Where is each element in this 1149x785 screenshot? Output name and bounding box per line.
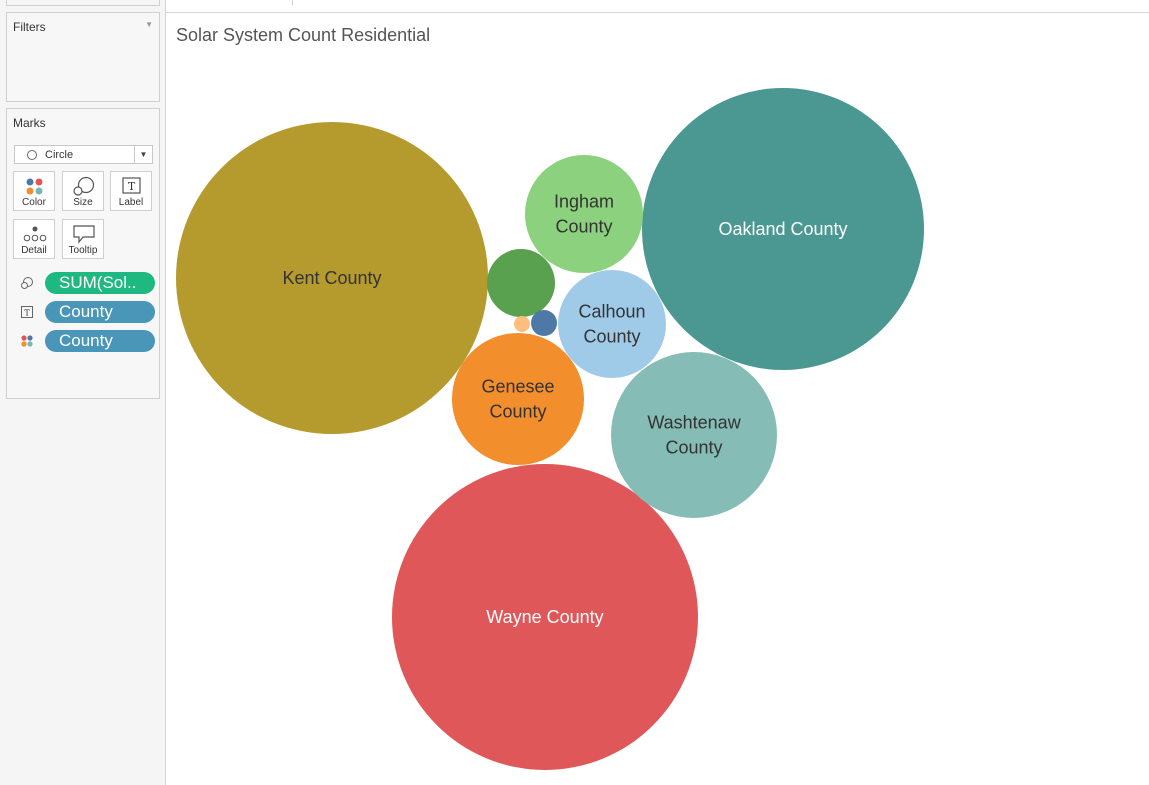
label-button-label: Label xyxy=(118,197,144,208)
bubble-mark[interactable] xyxy=(514,316,530,332)
filters-title: Filters xyxy=(13,20,46,34)
bubble-wayne-county[interactable]: Wayne County xyxy=(392,464,698,770)
color-icon xyxy=(20,334,34,348)
detail-button[interactable]: Detail xyxy=(13,219,55,259)
size-icon xyxy=(20,276,34,290)
tooltip-icon xyxy=(63,224,103,244)
bubble-mark[interactable] xyxy=(642,88,924,370)
circle-mark-icon xyxy=(27,150,37,160)
bubble-genesee-county[interactable]: Genesee County xyxy=(452,333,584,465)
bubble-kent-county[interactable]: Kent County xyxy=(176,122,488,434)
toolbar-strip xyxy=(166,0,1149,13)
bubble-label: Oakland County xyxy=(718,219,847,239)
bubble-chart: Kent County Oakland County Wayne County Was… xyxy=(176,88,924,770)
color-button[interactable]: Color xyxy=(13,171,55,211)
svg-text:T: T xyxy=(128,180,136,193)
bubble-mark[interactable] xyxy=(525,155,643,273)
color-button-label: Color xyxy=(22,197,46,208)
label-shelf-row: T County xyxy=(20,301,160,323)
bubble-label: Genesee County xyxy=(481,377,554,422)
bubble-ingham-county[interactable]: Ingham County xyxy=(525,155,643,273)
mark-type-dropdown[interactable]: Circle ▼ xyxy=(14,145,153,164)
bubble-mark[interactable] xyxy=(452,333,584,465)
size-pill[interactable]: SUM(Sol.. xyxy=(45,272,155,294)
bubble-label: Washtenaw County xyxy=(647,413,741,458)
label-button[interactable]: T Label xyxy=(110,171,152,211)
bubble-mark[interactable] xyxy=(611,352,777,518)
mark-type-label: Circle xyxy=(45,149,74,161)
view-area: Solar System Count Residential Kent Coun… xyxy=(166,0,1149,785)
svg-text:T: T xyxy=(24,309,30,318)
marks-card: Marks Circle ▼ Color Size T Label xyxy=(6,108,160,399)
bubble-label: Wayne County xyxy=(486,607,603,627)
detail-icon xyxy=(14,224,54,244)
bubble-oakland-county[interactable]: Oakland County xyxy=(642,88,924,370)
tooltip-button[interactable]: Tooltip xyxy=(62,219,104,259)
pages-shelf xyxy=(6,0,160,6)
bubble-mark[interactable] xyxy=(531,310,557,336)
tooltip-button-label: Tooltip xyxy=(68,245,98,256)
detail-button-label: Detail xyxy=(21,245,47,256)
bubble-mark[interactable] xyxy=(487,249,555,317)
chart-title: Solar System Count Residential xyxy=(176,25,431,45)
filters-card[interactable]: Filters ▼ xyxy=(6,12,160,102)
color-icon xyxy=(14,176,54,196)
bubble-label: Kent County xyxy=(282,268,381,288)
color-shelf-row: County xyxy=(20,330,160,352)
bubble-mark[interactable] xyxy=(392,464,698,770)
size-button[interactable]: Size xyxy=(62,171,104,211)
bubble-mark[interactable] xyxy=(558,270,666,378)
bubble-calhoun-county[interactable]: Calhoun County xyxy=(558,270,666,378)
bubble-washtenaw-county[interactable]: Washtenaw County xyxy=(611,352,777,518)
size-shelf-row: SUM(Sol.. xyxy=(20,272,160,294)
text-label-icon: T xyxy=(20,305,34,319)
chevron-down-icon[interactable]: ▼ xyxy=(134,146,152,163)
color-pill[interactable]: County xyxy=(45,330,155,352)
bubble-label: Calhoun County xyxy=(578,302,645,347)
bubble-mark[interactable] xyxy=(176,122,488,434)
text-label-icon: T xyxy=(111,176,151,196)
bubble-9[interactable] xyxy=(514,316,530,332)
left-pane: Filters ▼ Marks Circle ▼ Color Size T La… xyxy=(0,0,166,785)
bubble-7[interactable] xyxy=(487,249,555,317)
size-icon xyxy=(63,176,103,196)
bubble-8[interactable] xyxy=(531,310,557,336)
bubble-label: Ingham County xyxy=(554,192,614,237)
size-button-label: Size xyxy=(73,197,93,208)
label-pill[interactable]: County xyxy=(45,301,155,323)
marks-title: Marks xyxy=(13,116,46,130)
filters-dropdown-icon[interactable]: ▼ xyxy=(145,20,153,29)
